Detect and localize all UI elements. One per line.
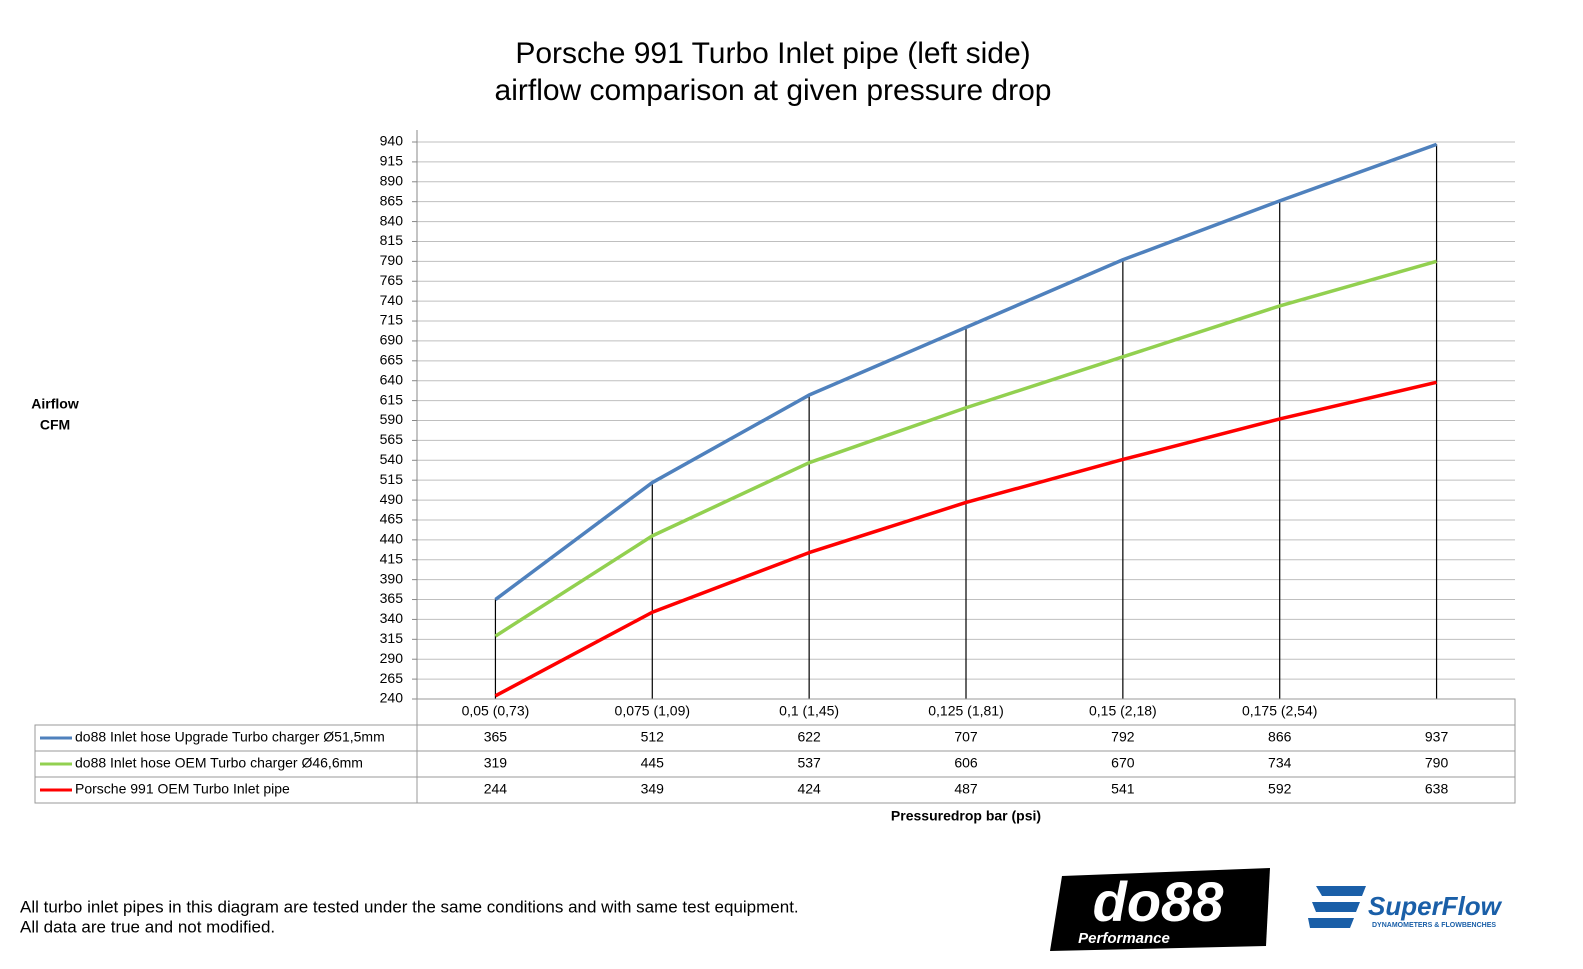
x-tick-label: 0,125 (1,81) xyxy=(928,703,1004,719)
logo-bg xyxy=(1050,868,1270,951)
data-label: 244 xyxy=(484,781,508,797)
x-axis-label: Pressuredrop bar (psi) xyxy=(891,808,1041,824)
data-label: 622 xyxy=(797,729,821,745)
y-tick-label: 340 xyxy=(380,610,404,626)
do88-logo: do88 Performance xyxy=(1050,868,1270,951)
chart-title: airflow comparison at given pressure dro… xyxy=(495,74,1052,107)
data-label: 319 xyxy=(484,755,508,771)
x-tick-label: 0,15 (2,18) xyxy=(1089,703,1157,719)
legend-label: do88 Inlet hose OEM Turbo charger Ø46,6m… xyxy=(75,755,363,771)
y-tick-label: 790 xyxy=(380,252,404,268)
y-tick-label: 515 xyxy=(380,471,404,487)
series-line xyxy=(494,142,1438,601)
y-tick-label: 240 xyxy=(380,690,404,706)
data-label: 512 xyxy=(641,729,665,745)
logo-text: DYNAMOMETERS & FLOWBENCHES xyxy=(1372,922,1496,929)
y-tick-label: 390 xyxy=(380,570,404,586)
y-tick-label: 415 xyxy=(380,550,404,566)
y-tick-label: 440 xyxy=(380,531,404,547)
y-tick-label: 740 xyxy=(380,292,404,308)
data-label: 866 xyxy=(1268,729,1292,745)
data-label: 365 xyxy=(484,729,508,745)
data-label: 445 xyxy=(641,755,665,771)
y-tick-label: 565 xyxy=(380,431,404,447)
y-tick-label: 540 xyxy=(380,451,404,467)
y-axis-label: CFM xyxy=(40,417,70,433)
y-tick-label: 865 xyxy=(380,192,404,208)
logo-text: do88 xyxy=(1093,870,1225,933)
y-tick-label: 365 xyxy=(380,590,404,606)
y-tick-label: 465 xyxy=(380,511,404,527)
x-tick-label: 0,05 (0,73) xyxy=(462,703,530,719)
y-tick-label: 690 xyxy=(380,332,404,348)
logo-text: SuperFlow xyxy=(1368,891,1503,921)
data-label: 541 xyxy=(1111,781,1135,797)
data-label: 349 xyxy=(641,781,665,797)
legend-label: Porsche 991 OEM Turbo Inlet pipe xyxy=(75,781,290,797)
logo-icon xyxy=(1308,886,1366,928)
footnote: All turbo inlet pipes in this diagram ar… xyxy=(20,897,799,916)
data-label: 707 xyxy=(954,729,978,745)
superflow-logo: SuperFlow DYNAMOMETERS & FLOWBENCHES xyxy=(1308,886,1503,929)
chart-title: Porsche 991 Turbo Inlet pipe (left side) xyxy=(515,37,1030,70)
y-tick-label: 940 xyxy=(380,133,404,149)
data-label: 537 xyxy=(797,755,821,771)
series-line xyxy=(494,259,1438,638)
data-label: 487 xyxy=(954,781,978,797)
y-tick-label: 890 xyxy=(380,172,404,188)
data-label: 734 xyxy=(1268,755,1292,771)
data-label: 790 xyxy=(1425,755,1449,771)
footnote: All data are true and not modified. xyxy=(20,917,275,936)
data-label: 937 xyxy=(1425,729,1449,745)
y-tick-label: 815 xyxy=(380,232,404,248)
y-axis-label: Airflow xyxy=(31,396,79,412)
y-tick-label: 640 xyxy=(380,371,404,387)
data-label: 792 xyxy=(1111,729,1135,745)
y-tick-label: 490 xyxy=(380,491,404,507)
y-tick-label: 840 xyxy=(380,212,404,228)
y-tick-label: 715 xyxy=(380,312,404,328)
y-tick-label: 915 xyxy=(380,153,404,169)
series-line xyxy=(494,380,1437,698)
y-tick-label: 265 xyxy=(380,670,404,686)
legend-label: do88 Inlet hose Upgrade Turbo charger Ø5… xyxy=(75,729,385,745)
y-tick-label: 290 xyxy=(380,650,404,666)
data-label: 670 xyxy=(1111,755,1135,771)
y-tick-label: 590 xyxy=(380,411,404,427)
y-tick-label: 615 xyxy=(380,391,404,407)
data-label: 638 xyxy=(1425,781,1449,797)
x-tick-label: 0,1 (1,45) xyxy=(779,703,839,719)
y-tick-label: 665 xyxy=(380,352,404,368)
y-tick-label: 315 xyxy=(380,630,404,646)
data-label: 424 xyxy=(797,781,821,797)
data-label: 592 xyxy=(1268,781,1292,797)
y-tick-label: 765 xyxy=(380,272,404,288)
logo-text: Performance xyxy=(1078,930,1170,947)
data-label: 606 xyxy=(954,755,978,771)
x-tick-label: 0,075 (1,09) xyxy=(615,703,691,719)
x-tick-label: 0,175 (2,54) xyxy=(1242,703,1318,719)
